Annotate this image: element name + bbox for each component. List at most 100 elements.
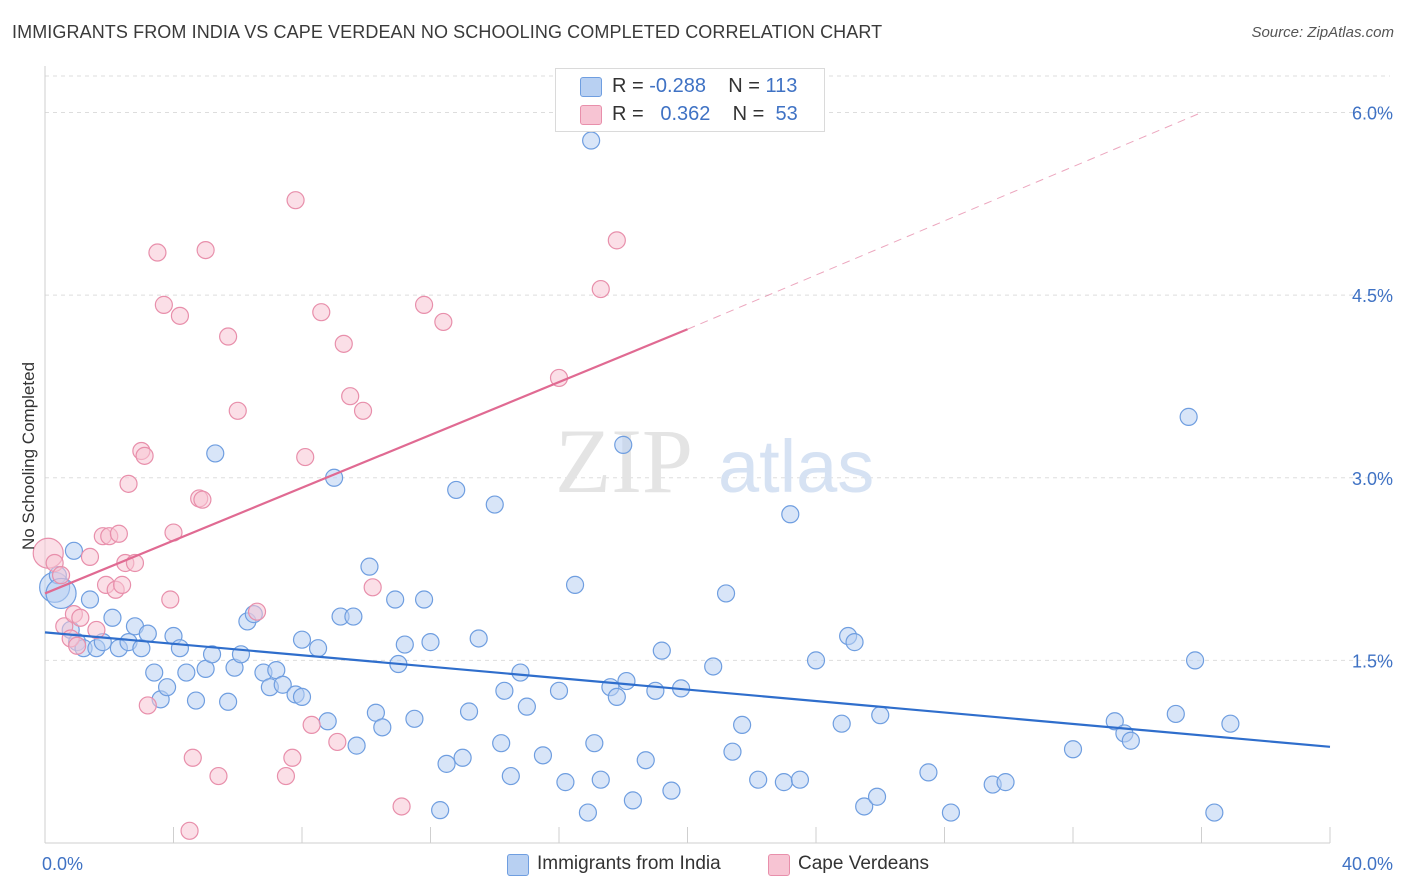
point-cape: [183, 748, 202, 767]
point-cape: [363, 578, 382, 597]
point-india: [485, 495, 504, 514]
legend-r-label: R =: [612, 103, 644, 125]
point-india: [636, 751, 655, 770]
bottom-legend-label-cape: Cape Verdeans: [798, 853, 929, 874]
point-cape: [209, 766, 228, 786]
watermark-zip: ZIP: [555, 410, 693, 512]
legend-text-india: R = -0.288 N = 113: [612, 75, 797, 98]
point-india: [177, 663, 196, 682]
point-cape: [247, 602, 267, 621]
point-india: [103, 608, 122, 627]
legend-swatch-cape: [580, 105, 602, 125]
point-india: [459, 702, 479, 721]
point-india: [386, 590, 405, 609]
point-cape: [341, 387, 360, 406]
point-cape: [154, 295, 173, 314]
point-cape: [138, 696, 157, 715]
point-india: [1063, 740, 1083, 759]
point-india: [273, 675, 292, 694]
point-india: [941, 803, 961, 822]
point-cape: [196, 240, 215, 260]
point-cape: [228, 401, 247, 420]
point-india: [623, 791, 642, 810]
legend-text-cape: R = 0.362 N = 53: [612, 103, 798, 126]
point-india: [64, 541, 84, 560]
point-india: [1179, 407, 1198, 426]
point-cape: [296, 447, 315, 467]
point-india: [1221, 714, 1240, 733]
point-india: [1205, 803, 1224, 822]
point-cape: [148, 243, 167, 262]
stats-legend: R = -0.288 N = 113 R = 0.362 N = 53: [555, 68, 825, 132]
point-india: [996, 773, 1015, 792]
point-india: [774, 773, 793, 792]
point-india: [492, 734, 511, 753]
point-cape: [312, 303, 331, 322]
point-india: [806, 651, 826, 670]
point-cape: [353, 401, 373, 420]
point-cape: [170, 306, 190, 325]
point-india: [533, 746, 553, 765]
point-cape: [328, 732, 347, 752]
point-cape: [193, 490, 212, 509]
legend-n-value-cape: 53: [775, 103, 798, 125]
series-cape-points: [32, 191, 626, 840]
point-india: [447, 480, 466, 500]
point-india: [431, 801, 450, 820]
bottom-legend-swatch-cape: [768, 854, 790, 876]
point-india: [347, 736, 366, 755]
point-india: [867, 787, 887, 806]
point-cape: [591, 279, 610, 299]
point-india: [617, 671, 636, 691]
point-india: [437, 754, 456, 773]
point-india: [614, 435, 633, 454]
point-india: [919, 763, 938, 782]
point-india: [170, 639, 190, 658]
point-cape: [276, 766, 296, 786]
point-india: [662, 781, 681, 800]
x-tick-label-min: 0.0%: [42, 854, 83, 874]
chart-title: IMMIGRANTS FROM INDIA VS CAPE VERDEAN NO…: [12, 22, 883, 42]
y-tick-label: 4.5%: [1352, 286, 1393, 306]
series-india-points: [39, 131, 1240, 822]
point-cape: [87, 620, 106, 640]
point-cape: [68, 636, 87, 655]
point-india: [582, 131, 601, 150]
point-india: [421, 633, 440, 652]
point-india: [395, 635, 414, 654]
point-india: [749, 770, 768, 789]
point-india: [607, 687, 626, 707]
trend-extension-cape: [687, 112, 1202, 330]
grid-lines: [45, 75, 1390, 661]
legend-r-value-india: -0.288: [649, 75, 706, 97]
point-cape: [334, 334, 353, 353]
point-india: [219, 692, 238, 711]
point-india: [585, 734, 604, 753]
point-cape: [51, 566, 71, 585]
point-india: [157, 678, 177, 697]
point-india: [517, 697, 536, 716]
trend-lines: [44, 112, 1331, 748]
watermark-atlas: atlas: [718, 425, 874, 508]
point-india: [716, 584, 736, 603]
point-cape: [119, 474, 138, 493]
point-cape: [286, 191, 305, 210]
point-india: [781, 505, 800, 524]
point-india: [292, 630, 312, 649]
bottom-legend-swatch-india: [507, 854, 529, 876]
point-cape: [302, 715, 321, 735]
point-india: [855, 797, 874, 816]
point-cape: [219, 327, 238, 346]
point-cape: [414, 295, 434, 314]
legend-n-label: N =: [728, 75, 760, 97]
point-india: [832, 714, 851, 733]
point-india: [733, 715, 752, 735]
point-india: [591, 770, 610, 789]
point-cape: [80, 547, 100, 566]
point-india: [501, 766, 520, 786]
bottom-legend-label-india: Immigrants from India: [537, 853, 721, 874]
point-india: [1105, 712, 1124, 731]
x-tick-label-max: 40.0%: [1342, 854, 1393, 874]
point-india: [495, 681, 514, 700]
point-india: [871, 706, 890, 725]
